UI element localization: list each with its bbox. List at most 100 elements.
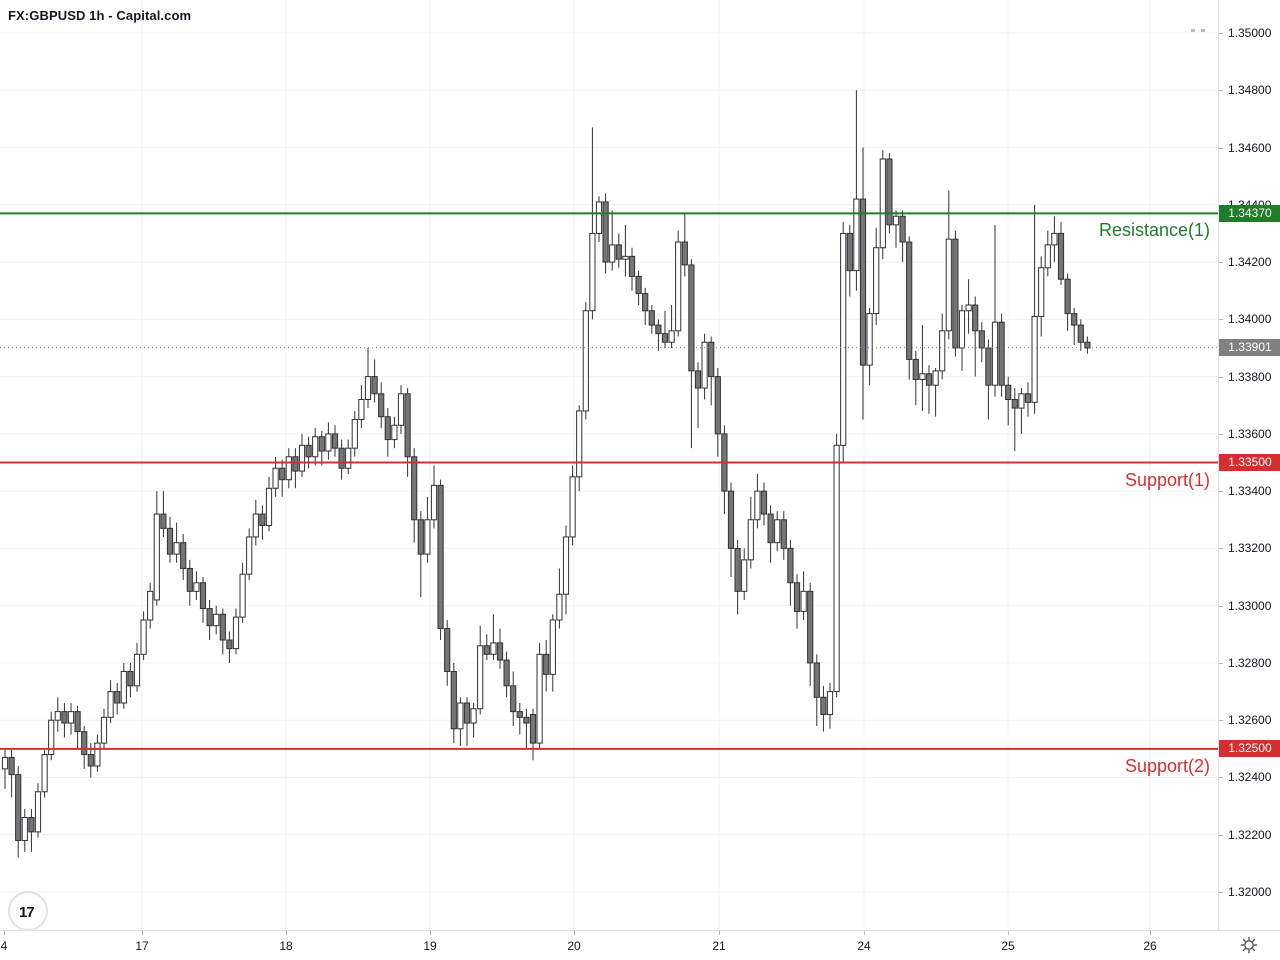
candle [437, 479, 444, 641]
candle [8, 748, 15, 798]
settings-button[interactable] [1237, 932, 1261, 956]
candle [622, 224, 629, 277]
candle [404, 388, 411, 477]
price-tick-label: 1.33400 [1228, 484, 1272, 499]
price-tick-mark [1219, 892, 1223, 893]
candle [417, 511, 424, 598]
candle [859, 147, 867, 420]
candle [998, 313, 1005, 397]
candle [853, 90, 860, 291]
candle [107, 680, 114, 724]
candle [892, 210, 900, 248]
price-tick-label: 1.33000 [1228, 598, 1272, 613]
candle [628, 247, 636, 291]
candle [734, 539, 741, 615]
candle [873, 227, 880, 326]
candle [879, 150, 886, 260]
price-tick-label: 1.34000 [1228, 312, 1272, 327]
tradingview-logo-icon: 17 [8, 891, 48, 931]
candle [430, 465, 438, 529]
price-tick-mark [1219, 33, 1223, 34]
candle [952, 230, 959, 357]
time-tick-mark [574, 931, 575, 935]
price-tick-label: 1.32800 [1228, 655, 1272, 670]
price-tick-mark [1219, 262, 1223, 263]
price-tick-mark [1219, 319, 1223, 320]
candle [470, 703, 477, 738]
candle [153, 491, 160, 606]
candle [760, 482, 768, 526]
candle [15, 766, 22, 858]
candle [688, 259, 695, 449]
tradingview-logo[interactable]: 17 [7, 890, 49, 932]
candle [351, 410, 358, 457]
candle [318, 431, 325, 466]
time-axis[interactable]: 4 17 18 19 20 21 24 25 26 [0, 930, 1280, 960]
candle [1024, 382, 1032, 417]
level-label-support1: Support(1) [1124, 469, 1210, 490]
price-tick-mark [1219, 835, 1223, 836]
candle [259, 505, 266, 540]
candle [1038, 256, 1045, 337]
price-tick-mark [1219, 377, 1223, 378]
candle [54, 697, 61, 732]
candle [747, 496, 754, 569]
candle [74, 705, 81, 749]
candle [81, 725, 88, 769]
candle [397, 385, 405, 434]
candle [252, 499, 259, 546]
candle [503, 651, 510, 698]
candle [477, 625, 484, 715]
time-tick-mark [142, 931, 143, 935]
candle [193, 571, 200, 600]
candle [906, 236, 913, 380]
candle [549, 614, 556, 692]
price-axis[interactable]: 1.350001.348001.346001.344001.342001.340… [1218, 0, 1280, 930]
candle [232, 608, 240, 655]
candle [331, 425, 339, 457]
price-tick-label: 1.32200 [1228, 827, 1272, 842]
candle [576, 405, 583, 492]
price-tick-label: 1.32400 [1228, 770, 1272, 785]
candle [813, 654, 820, 726]
candle [945, 190, 952, 340]
candle [279, 459, 286, 497]
price-tick-label: 1.35000 [1228, 26, 1272, 40]
candle [345, 439, 352, 474]
candle [61, 703, 68, 738]
price-chart[interactable] [0, 0, 1218, 930]
candle [899, 210, 906, 263]
time-tick-mark [1150, 931, 1151, 935]
candle [569, 465, 576, 546]
price-tick-mark [1219, 548, 1223, 549]
candle [661, 310, 669, 348]
candle [826, 682, 834, 729]
candle [985, 339, 992, 420]
chart-pane[interactable]: Resistance(1) Support(1) Support(2) [0, 0, 1218, 930]
time-tick-label: 25 [1001, 939, 1015, 953]
candle [721, 425, 728, 515]
candle [496, 628, 504, 669]
last-price-label: 1.33901 [1219, 339, 1280, 357]
candle [312, 428, 319, 466]
price-tick-label: 1.34800 [1228, 83, 1272, 98]
candle [529, 708, 537, 761]
candle [912, 350, 919, 406]
gear-icon [1240, 936, 1258, 954]
level-price-label: 1.33500 [1219, 454, 1280, 471]
candle [708, 336, 715, 406]
candle [338, 439, 345, 480]
candle [450, 662, 457, 744]
candle [602, 193, 609, 274]
candle [655, 319, 662, 351]
time-tick-mark [4, 931, 5, 935]
level-label-support2: Support(2) [1124, 755, 1210, 776]
price-tick-label: 1.32600 [1228, 713, 1272, 728]
clipped-bar-mark [1191, 29, 1195, 32]
candle [991, 224, 999, 397]
candle [510, 671, 517, 726]
candle [180, 534, 187, 580]
candle [292, 448, 299, 489]
candle [866, 307, 873, 386]
